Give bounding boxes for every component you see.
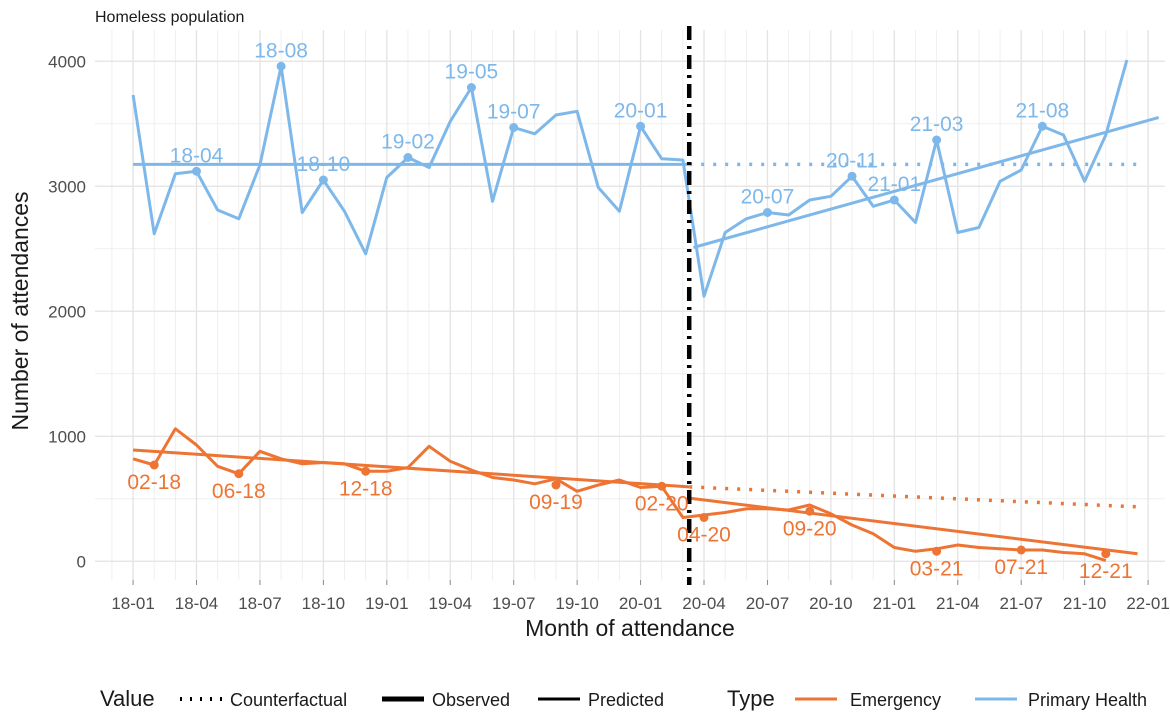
data-point-12-18 [361,466,371,476]
x-tick-label: 20-01 [619,594,662,613]
x-tick-label: 21-01 [873,594,916,613]
y-tick-label: 4000 [48,52,86,71]
data-point-02-18 [149,460,159,470]
point-label-19-05: 19-05 [445,61,499,84]
data-point-20-01 [636,121,646,131]
x-tick-label: 18-01 [111,594,154,613]
point-labels-layer: 18-04 18-08 18-10 19-02 19-05 19-07 20-01 20-07… [127,39,1132,583]
point-label-02-20: 02-20 [635,492,689,515]
x-tick-label: 18-10 [302,594,345,613]
point-label-19-02: 19-02 [381,131,435,154]
point-label-21-01: 21-01 [867,173,921,196]
data-point-19-02 [403,153,413,162]
x-tick-label: 21-07 [999,594,1042,613]
legend: Value Counterfactual Observed Predicted … [100,686,1147,711]
data-point-19-07 [509,123,519,132]
data-point-21-01 [889,195,899,205]
y-axis-title: Number of attendances [7,191,33,430]
legend-label-observed: Observed [432,690,510,710]
point-label-18-04: 18-04 [170,144,224,167]
point-label-12-21: 12-21 [1079,560,1133,583]
points-layer [149,61,1111,559]
x-tick-label: 21-04 [936,594,979,613]
point-label-18-08: 18-08 [254,39,308,62]
y-tick-label: 0 [77,552,86,571]
point-label-21-03: 21-03 [910,113,964,136]
series-layer [131,59,1160,563]
point-label-21-08: 21-08 [1015,99,1069,122]
x-tick-label: 20-10 [809,594,852,613]
legend-label-predicted: Predicted [588,690,664,710]
data-point-21-08 [1037,121,1047,131]
legend-label-emergency: Emergency [850,690,941,710]
y-tick-label: 2000 [48,302,86,321]
point-label-18-10: 18-10 [297,153,351,176]
point-label-09-20: 09-20 [783,517,837,540]
emergency-predicted-pre-line [132,448,690,489]
x-tick-label: 18-07 [238,594,281,613]
data-point-18-08 [276,61,286,71]
data-point-02-20 [657,481,667,491]
data-point-09-19 [551,480,561,490]
y-tick-label: 1000 [48,427,86,446]
x-tick-label: 20-07 [746,594,789,613]
data-point-07-21 [1016,545,1026,555]
data-point-18-10 [318,175,328,185]
primary-health-predicted-post-line [693,116,1160,249]
point-label-09-19: 09-19 [529,491,583,514]
x-tick-label: 19-10 [555,594,598,613]
data-point-09-20 [805,506,815,516]
data-point-19-05 [466,83,476,92]
data-point-03-21 [932,546,942,556]
point-label-07-21: 07-21 [994,556,1048,579]
data-point-20-07 [762,208,772,217]
point-label-02-18: 02-18 [127,471,181,494]
point-label-20-07: 20-07 [741,186,795,209]
x-tick-label: 21-10 [1063,594,1106,613]
legend-value-title: Value [100,686,155,711]
x-tick-label: 19-07 [492,594,535,613]
legend-label-primary-health: Primary Health [1028,690,1147,710]
x-tick-label: 18-04 [175,594,218,613]
x-tick-label: 19-01 [365,594,408,613]
emergency-counterfactual-line [689,485,1138,509]
primary-health-observed-line [131,59,1129,298]
point-label-03-21: 03-21 [910,557,964,580]
point-label-06-18: 06-18 [212,480,266,503]
point-label-04-20: 04-20 [677,524,731,547]
axes-layer: 18-01 18-04 18-07 18-10 19-01 19-04 19-07 19-10… [48,52,1170,613]
data-point-20-11 [847,171,857,181]
data-point-04-20 [699,513,709,522]
x-tick-label: 22-01 [1126,594,1169,613]
emergency-predicted-post-line [689,496,1138,556]
point-label-20-01: 20-01 [614,99,668,122]
data-point-06-18 [234,469,244,479]
data-point-18-04 [192,166,202,176]
point-label-12-18: 12-18 [339,477,393,500]
chart-title: Homeless population [95,9,244,26]
minor-gridlines [95,30,1165,580]
data-point-12-21 [1101,549,1111,559]
point-label-20-11: 20-11 [826,149,878,172]
legend-type-title: Type [727,686,775,711]
x-axis-title: Month of attendance [525,615,735,641]
point-label-19-07: 19-07 [487,101,541,124]
x-tick-label: 20-04 [682,594,725,613]
data-point-21-03 [932,135,942,145]
y-tick-label: 3000 [48,177,86,196]
x-tick-label: 19-04 [429,594,472,613]
legend-label-counterfactual: Counterfactual [230,690,347,710]
